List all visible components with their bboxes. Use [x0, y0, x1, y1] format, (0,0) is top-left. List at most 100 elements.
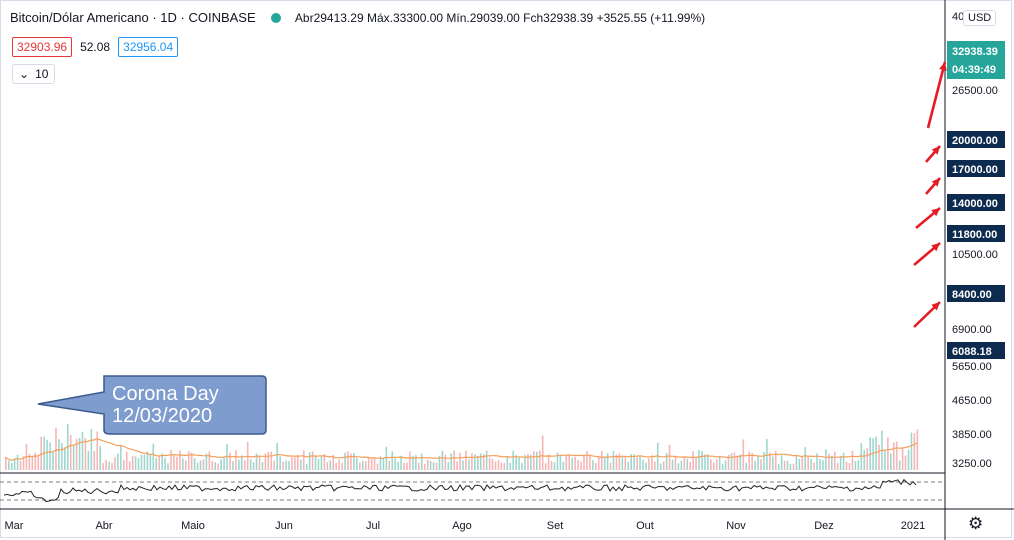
volume-bar — [258, 455, 261, 470]
volume-bar — [125, 451, 128, 470]
volume-bar — [471, 453, 473, 470]
volume-bar — [164, 457, 166, 470]
volume-bar — [683, 456, 686, 470]
volume-bar — [524, 454, 526, 470]
high-label: Máx. — [366, 11, 393, 25]
close-label: Fch — [523, 11, 544, 25]
volume-bar — [173, 454, 175, 470]
volume-bar — [40, 436, 42, 470]
volume-bar — [559, 454, 562, 470]
ma-blue-value[interactable]: 32956.04 — [118, 37, 179, 57]
volume-bar — [698, 450, 700, 470]
volume-bar — [214, 462, 217, 470]
indicator-length-control[interactable]: ⌄ 10 — [12, 64, 56, 84]
volume-bar — [462, 460, 464, 470]
volume-bar — [500, 462, 503, 470]
volume-bar — [536, 451, 538, 470]
volume-bar — [692, 451, 694, 470]
volume-bar — [828, 453, 830, 470]
volume-bar — [208, 451, 211, 470]
volume-bar — [727, 454, 730, 470]
trend-arrowhead — [939, 62, 947, 71]
volume-bar — [662, 461, 665, 470]
volume-bar — [261, 462, 264, 470]
level-price-label — [947, 160, 1005, 177]
volume-bar — [506, 455, 509, 470]
market-status-icon — [271, 13, 282, 23]
volume-bar — [220, 459, 222, 470]
volume-bar — [571, 457, 573, 470]
volume-bar — [341, 462, 343, 470]
volume-bar — [128, 461, 131, 470]
volume-bar — [887, 437, 889, 470]
volume-bar — [326, 462, 329, 470]
volume-bar — [792, 463, 795, 470]
volume-bar — [624, 456, 627, 470]
volume-bar — [5, 457, 7, 470]
ohlc-values: Abr29413.29 Máx.33300.00 Mín.29039.00 Fc… — [295, 11, 705, 25]
volume-bar — [479, 453, 482, 470]
volume-bar — [64, 447, 66, 470]
volume-bar — [884, 450, 886, 470]
collapse-chevron-icon[interactable]: ⌄ — [19, 67, 30, 81]
volume-bar — [400, 455, 402, 470]
volume-bar — [134, 456, 137, 470]
volume-bar — [547, 454, 550, 470]
level-price-label — [947, 285, 1005, 302]
volume-bar — [804, 447, 807, 470]
volume-bar — [695, 457, 697, 470]
volume-bar — [533, 451, 535, 470]
volume-bar — [606, 453, 609, 470]
volume-bar — [406, 462, 408, 470]
volume-bar — [642, 459, 644, 470]
volume-bar — [488, 457, 491, 470]
volume-bar — [108, 461, 110, 470]
settings-gear-icon[interactable]: ⚙ — [968, 514, 984, 533]
volume-bar — [645, 462, 647, 470]
volume-bar — [276, 442, 278, 470]
time-axis-label: Maio — [181, 520, 205, 532]
price-axis-tick: 4650.00 — [952, 395, 992, 407]
volume-bar — [633, 454, 635, 470]
volume-bar — [49, 442, 51, 470]
oscillator-line — [3, 478, 917, 503]
volume-bar — [494, 461, 497, 470]
volume-bar — [665, 452, 668, 470]
last-price-label — [947, 41, 1005, 79]
volume-bar — [627, 462, 630, 470]
volume-bar — [609, 462, 612, 470]
volume-bar — [232, 461, 234, 470]
volume-bar — [205, 453, 208, 470]
volume-bar — [842, 452, 845, 470]
volume-bar — [418, 462, 420, 470]
volume-bar — [87, 450, 90, 470]
volume-bar — [742, 439, 745, 470]
ma-red-value[interactable]: 32903.96 — [12, 37, 73, 57]
currency-badge[interactable]: USD — [963, 10, 997, 26]
volume-bar — [391, 451, 394, 470]
volume-bar — [243, 460, 246, 470]
volume-bar — [562, 461, 565, 470]
volume-bar — [179, 450, 181, 470]
trend-arrowhead — [931, 208, 940, 217]
volume-bar — [412, 455, 414, 470]
time-axis-label: Jul — [366, 520, 380, 532]
price-axis-tick: 10500.00 — [952, 249, 998, 261]
volume-bar — [465, 450, 467, 470]
volume-bar — [152, 443, 155, 470]
volume-bar — [161, 453, 163, 470]
volume-bar — [772, 456, 774, 470]
volume-bar — [556, 452, 559, 470]
volume-bar — [751, 452, 753, 470]
volume-bar — [901, 448, 904, 470]
volume-bar — [459, 452, 461, 470]
volume-bar — [238, 459, 240, 470]
volume-bar — [636, 456, 638, 470]
volume-bar — [229, 452, 231, 470]
volume-bar — [730, 453, 733, 470]
volume-bar — [444, 454, 447, 470]
volume-bar — [249, 459, 252, 470]
volume-bar — [780, 455, 783, 470]
volume-bar — [745, 463, 748, 470]
